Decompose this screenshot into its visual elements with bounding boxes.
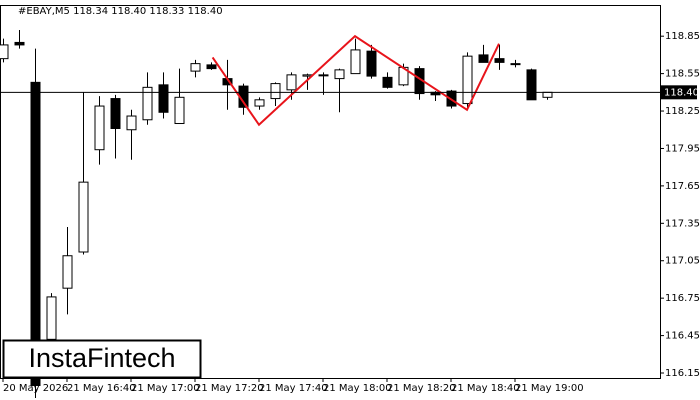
y-tick-label: 117.95 (665, 143, 700, 154)
candle-body (382, 76, 393, 88)
candle-body (366, 50, 377, 77)
chart-header: #EBAY,M5 118.34 118.40 118.33 118.40 (18, 6, 223, 17)
pattern-line (211, 34, 500, 127)
y-tick-label: 116.15 (665, 368, 700, 379)
candle-body (190, 63, 201, 72)
x-tick-label: 21 May 18:20 (387, 383, 456, 394)
candle-body (254, 99, 265, 107)
candle-body (350, 49, 361, 75)
candle-body (110, 98, 121, 130)
candle-body (270, 83, 281, 100)
candle-body (94, 105, 105, 151)
y-tick-label: 118.85 (665, 31, 700, 42)
candle-body (62, 255, 73, 289)
candle-body (334, 69, 345, 80)
candle-body (462, 55, 473, 105)
candle-body (46, 296, 57, 340)
y-tick-label: 118.25 (665, 106, 700, 117)
y-tick-label: 116.45 (665, 331, 700, 342)
candle-body (126, 115, 137, 131)
y-tick-label: 118.55 (665, 69, 700, 80)
plot-frame (0, 5, 661, 379)
y-tick-label: 116.75 (665, 293, 700, 304)
price-label-box (661, 85, 697, 100)
price-label: 118.40 (664, 87, 699, 98)
x-tick-label: 21 May 18:40 (451, 383, 520, 394)
candle-body (142, 86, 153, 121)
candle-body (14, 41, 25, 46)
candle-body (526, 69, 537, 101)
candle-body (494, 58, 505, 63)
x-tick-label: 21 May 17:20 (195, 383, 264, 394)
logo: InstaFintech (28, 343, 175, 373)
candle-body (478, 54, 489, 63)
candle-body (174, 96, 185, 125)
candle-body (0, 44, 9, 60)
candle-body (206, 64, 217, 70)
candle-body (30, 81, 41, 386)
candle-body (542, 91, 553, 98)
candle-body (510, 63, 521, 66)
x-tick-label: 20 May 2026 (3, 383, 68, 394)
x-tick-label: 21 May 17:40 (259, 383, 328, 394)
x-tick-label: 21 May 16:40 (67, 383, 136, 394)
x-tick-label: 21 May 17:00 (131, 383, 200, 394)
logo-box (2, 339, 202, 379)
y-tick-label: 117.65 (665, 181, 700, 192)
candle-body (158, 84, 169, 113)
y-tick-label: 117.35 (665, 218, 700, 229)
y-tick-label: 117.05 (665, 256, 700, 267)
x-tick-label: 21 May 19:00 (515, 383, 584, 394)
x-tick-label: 21 May 18:00 (323, 383, 392, 394)
candle-body (286, 74, 297, 91)
candle-body (78, 181, 89, 253)
candle-body (318, 74, 329, 77)
